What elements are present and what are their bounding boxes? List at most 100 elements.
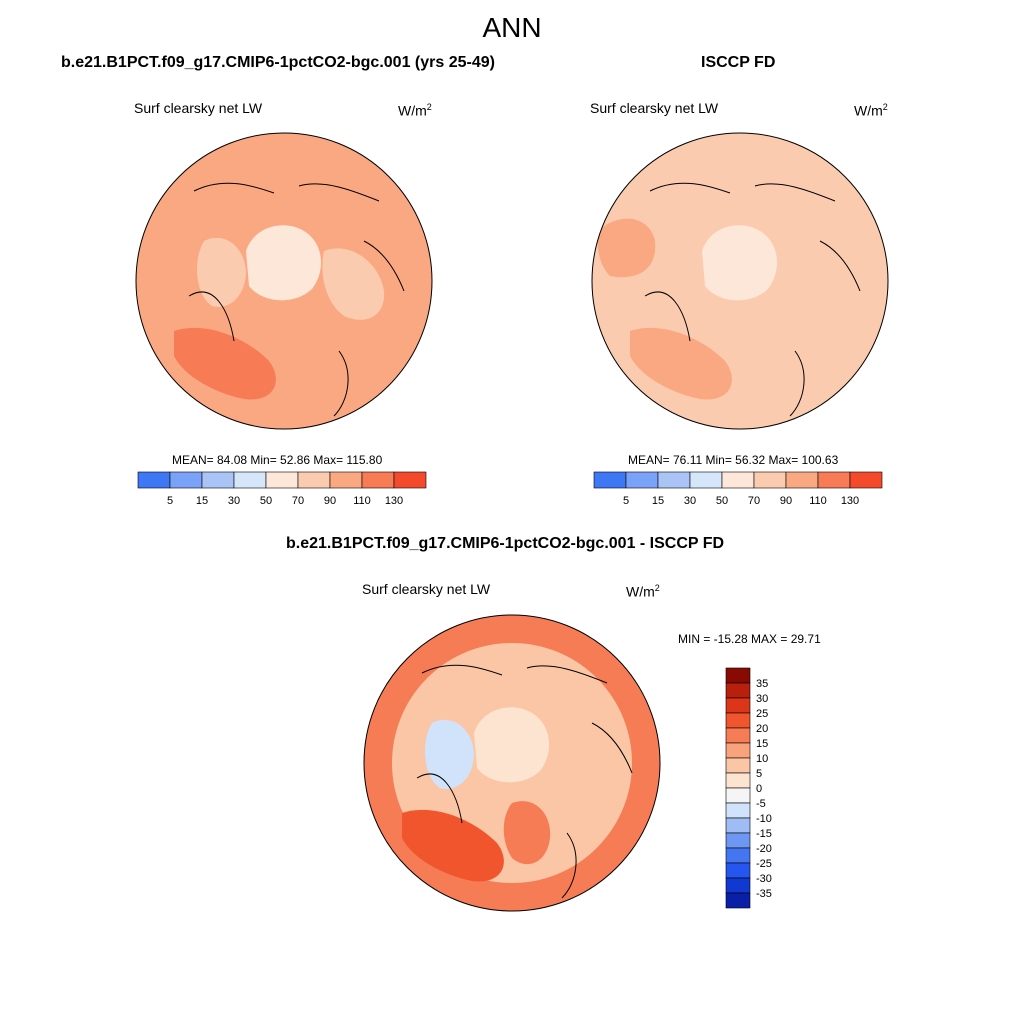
panel-1-subtitle: Surf clearsky net LW xyxy=(134,100,263,116)
colorbar-box xyxy=(725,847,751,864)
field-north-atlantic xyxy=(174,327,276,400)
colorbar-tick-label: 110 xyxy=(809,495,827,507)
colorbar-tick-label: 10 xyxy=(756,753,768,765)
colorbar-tick-label: -35 xyxy=(756,888,772,900)
colorbar-box xyxy=(725,817,751,834)
colorbar-box xyxy=(725,892,751,909)
colorbar-tick-label: -10 xyxy=(756,813,772,825)
field-barents-sea xyxy=(503,801,551,865)
field-central-arctic xyxy=(702,225,778,301)
colorbar-box xyxy=(721,471,755,489)
colorbar-tick-label: 30 xyxy=(228,495,240,507)
field-central-arctic xyxy=(474,707,550,783)
panel-2-polar-map xyxy=(591,132,889,430)
colorbar-tick-label: 130 xyxy=(385,495,403,507)
colorbar-box xyxy=(725,877,751,894)
colorbar-tick-label: 35 xyxy=(756,678,768,690)
colorbar-box xyxy=(137,471,171,489)
colorbar-tick-label: 70 xyxy=(292,495,304,507)
colorbar-tick-label: 130 xyxy=(841,495,859,507)
field-north-atlantic xyxy=(630,327,732,400)
colorbar-box xyxy=(725,862,751,879)
colorbar-box xyxy=(265,471,299,489)
colorbar-tick-label: -5 xyxy=(756,798,766,810)
colorbar-tick-label: 50 xyxy=(716,495,728,507)
colorbar-box xyxy=(657,471,691,489)
panel-3-polar-map xyxy=(363,614,661,912)
coastline xyxy=(416,664,633,899)
panel-2-title: ISCCP FD xyxy=(701,54,776,71)
field-western-edge xyxy=(597,218,656,278)
colorbar-box xyxy=(725,742,751,759)
colorbar-tick-label: -20 xyxy=(756,843,772,855)
coastline xyxy=(188,182,405,417)
panel-2-colorbar: 5 15 30 50 70 90 110 130 xyxy=(593,471,883,507)
panel-2-stats: MEAN= 76.11 Min= 56.32 Max= 100.63 xyxy=(628,453,839,467)
colorbar-tick-label: 25 xyxy=(756,708,768,720)
panel-3-units: W/m2 xyxy=(626,583,660,600)
colorbar-tick-label: 20 xyxy=(756,723,768,735)
colorbar-tick-label: -25 xyxy=(756,858,772,870)
colorbar-box xyxy=(753,471,787,489)
colorbar-tick-label: 5 xyxy=(756,768,762,780)
panel-2-subtitle: Surf clearsky net LW xyxy=(590,100,719,116)
colorbar-tick-label: -15 xyxy=(756,828,772,840)
colorbar-box xyxy=(169,471,203,489)
colorbar-box xyxy=(361,471,395,489)
map-border xyxy=(363,614,661,912)
colorbar-tick-label: 5 xyxy=(167,495,173,507)
colorbar-box xyxy=(593,471,627,489)
colorbar-tick-label: 70 xyxy=(748,495,760,507)
panel-2-units: W/m2 xyxy=(854,102,888,119)
field-outer-ring xyxy=(364,615,660,911)
map-border xyxy=(591,132,889,430)
colorbar-tick-label: 0 xyxy=(756,783,762,795)
panel-1-stats: MEAN= 84.08 Min= 52.86 Max= 115.80 xyxy=(172,453,383,467)
colorbar-box xyxy=(725,757,751,774)
field-canadian-archipelago xyxy=(425,719,474,789)
field-outer-ring xyxy=(136,133,432,429)
colorbar-box xyxy=(725,787,751,804)
map-field xyxy=(592,133,888,429)
field-north-atlantic xyxy=(402,809,504,882)
map-field xyxy=(136,133,432,429)
colorbar-box xyxy=(233,471,267,489)
panel-3-colorbar: 35 30 25 20 15 10 5 0 -5 -10 -15 -20 -25 -30 -35 xyxy=(725,667,772,909)
colorbar-tick-label: 15 xyxy=(756,738,768,750)
colorbar-tick-label: 30 xyxy=(756,693,768,705)
panel-3-subtitle: Surf clearsky net LW xyxy=(362,581,491,597)
map-border xyxy=(135,132,433,430)
colorbar-box xyxy=(725,772,751,789)
colorbar-tick-label: 110 xyxy=(353,495,371,507)
figure-title: ANN xyxy=(482,12,542,43)
colorbar-box xyxy=(297,471,331,489)
field-eurasia-interior xyxy=(736,327,811,411)
colorbar-box xyxy=(625,471,659,489)
colorbar-box xyxy=(329,471,363,489)
colorbar-box xyxy=(725,697,751,714)
panel-3-stats: MIN = -15.28 MAX = 29.71 xyxy=(678,632,821,646)
colorbar-box xyxy=(785,471,819,489)
colorbar-box xyxy=(725,832,751,849)
coastline xyxy=(644,182,861,417)
map-field xyxy=(364,615,660,911)
colorbar-box xyxy=(849,471,883,489)
colorbar-box xyxy=(393,471,427,489)
colorbar-box xyxy=(725,667,751,684)
colorbar-tick-label: 15 xyxy=(652,495,664,507)
field-eastern-siberia xyxy=(322,248,385,320)
colorbar-tick-label: 90 xyxy=(324,495,336,507)
colorbar-tick-label: 15 xyxy=(196,495,208,507)
colorbar-box xyxy=(689,471,723,489)
colorbar-box xyxy=(725,802,751,819)
colorbar-box xyxy=(725,682,751,699)
field-canadian-archipelago xyxy=(197,237,246,307)
colorbar-box xyxy=(725,712,751,729)
panel-1-polar-map xyxy=(135,132,433,430)
colorbar-box xyxy=(817,471,851,489)
colorbar-tick-label: -30 xyxy=(756,873,772,885)
colorbar-box xyxy=(725,727,751,744)
colorbar-tick-label: 5 xyxy=(623,495,629,507)
panel-1-colorbar: 5 15 30 50 70 90 110 130 xyxy=(137,471,427,507)
panel-3-title: b.e21.B1PCT.f09_g17.CMIP6-1pctCO2-bgc.00… xyxy=(286,535,725,552)
